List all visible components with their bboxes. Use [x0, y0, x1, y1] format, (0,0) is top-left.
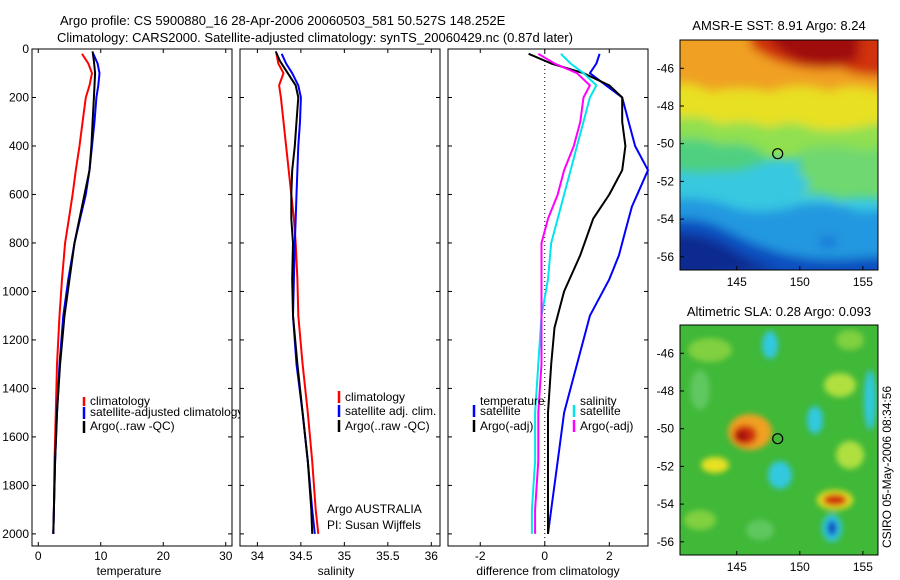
figure-title: Argo profile: CS 5900880_16 28-Apr-2006 …: [60, 13, 506, 28]
y-tick-label: -48: [657, 99, 675, 113]
difference-lines: [528, 52, 649, 535]
y-tick-label: 200: [9, 90, 29, 104]
y-tick-label: 1800: [2, 478, 29, 492]
difference-legend: temperature satellite Argo(-adj) salinit…: [472, 394, 633, 433]
y-tick-label: -56: [657, 250, 675, 264]
y-tick-label: -56: [657, 535, 675, 549]
series-line-salinity-satellite: [530, 53, 598, 534]
legend-label-climatology: climatology: [345, 390, 405, 404]
credit-timestamp: CSIRO 05-May-2006 08:34:56: [880, 386, 894, 548]
temperature-panel: 0 10 20 30 0 200 400 600 800 1000 1200 1400 1600 1800…: [2, 42, 243, 578]
footer-line1: Argo AUSTRALIA: [327, 502, 422, 516]
sst-map-frame: [679, 39, 879, 271]
sst-map-title: AMSR-E SST: 8.91 Argo: 8.24: [692, 18, 865, 33]
salinity-ticks: 34 34.5 35 35.5 36: [240, 48, 440, 563]
legend-label-temp-satellite: satellite: [480, 404, 521, 418]
series-line-argo-raw-qc-: [274, 50, 314, 534]
footer-line2: PI: Susan Wijffels: [327, 518, 421, 532]
sla-map-frame: [679, 324, 879, 556]
legend-title-temperature: temperature: [480, 394, 545, 408]
temperature-xlabel: temperature: [97, 564, 162, 578]
sla-map-title: Altimetric SLA: 0.28 Argo: 0.093: [687, 304, 871, 319]
x-tick-label: 2: [606, 549, 613, 563]
difference-ticks: -2 0 2: [448, 48, 648, 563]
x-tick-label: 34: [251, 549, 265, 563]
sla-map-ticks: 145 150 155 -46 -48 -50 -52 -54 -56: [657, 346, 874, 574]
series-line-climatology: [275, 53, 320, 535]
legend-label-argo: Argo(..raw -QC): [90, 419, 175, 433]
y-tick-label: -52: [657, 174, 675, 188]
y-tick-label: -46: [657, 61, 675, 75]
legend-title-salinity: salinity: [580, 394, 617, 408]
x-tick-label: 0: [541, 549, 548, 563]
series-line-temperature-argo-adj-: [528, 52, 627, 534]
x-tick-label: 145: [727, 560, 747, 574]
temperature-axes: [31, 48, 233, 547]
argo-float-location-marker: [772, 433, 784, 445]
x-tick-label: 30: [219, 549, 233, 563]
sst-map: AMSR-E SST: 8.91 Argo: 8.24 145 150 155 -46…: [657, 18, 879, 289]
legend-label-satellite: satellite adj. clim.: [345, 404, 436, 418]
x-tick-label: 155: [853, 275, 873, 289]
y-tick-label: 600: [9, 187, 29, 201]
y-tick-label: -50: [657, 137, 675, 151]
figure-subtitle: Climatology: CARS2000. Satellite-adjuste…: [57, 30, 573, 45]
y-tick-label: 400: [9, 139, 29, 153]
x-tick-label: 0: [35, 549, 42, 563]
salinity-lines: [274, 50, 320, 535]
difference-panel: -2 0 2 difference from climatology tempera…: [447, 48, 649, 578]
x-tick-label: 150: [790, 275, 810, 289]
legend-label-sal-argo: Argo(-adj): [580, 419, 633, 433]
x-tick-label: 150: [790, 560, 810, 574]
x-tick-label: -2: [475, 549, 486, 563]
x-tick-label: 34.5: [289, 549, 313, 563]
legend-label-argo: Argo(..raw -QC): [345, 419, 430, 433]
y-tick-label: -46: [657, 346, 675, 360]
series-line-climatology: [52, 53, 93, 534]
sst-map-ticks: 145 150 155 -46 -48 -50 -52 -54 -56: [657, 61, 874, 289]
sst-heatmap: [680, 40, 878, 270]
y-tick-label: -48: [657, 384, 675, 398]
y-tick-label: 1000: [2, 284, 29, 298]
y-tick-label: -54: [657, 497, 675, 511]
y-tick-label: -52: [657, 459, 675, 473]
y-tick-label: 1200: [2, 333, 29, 347]
x-tick-label: 20: [157, 549, 171, 563]
difference-xlabel: difference from climatology: [476, 564, 619, 578]
series-line-argo-raw-qc-: [52, 51, 97, 534]
series-line-salinity-argo-adj-: [534, 52, 591, 534]
salinity-xlabel: salinity: [318, 564, 355, 578]
x-tick-label: 36: [425, 549, 439, 563]
y-tick-label: 2000: [2, 527, 29, 541]
argo-float-location-marker: [772, 148, 784, 160]
legend-label-sal-satellite: satellite: [580, 404, 621, 418]
sla-map: Altimetric SLA: 0.28 Argo: 0.093: [657, 304, 879, 574]
y-tick-label: -50: [657, 422, 675, 436]
legend-label-climatology: climatology: [90, 394, 150, 408]
x-tick-label: 145: [727, 275, 747, 289]
temperature-lines: [52, 51, 101, 534]
x-tick-label: 155: [853, 560, 873, 574]
legend-label-temp-argo: Argo(-adj): [480, 419, 533, 433]
salinity-legend: climatology satellite adj. clim. Argo(..…: [337, 390, 436, 433]
y-tick-label: 0: [22, 42, 29, 56]
x-tick-label: 10: [94, 549, 108, 563]
legend-label-satellite: satellite-adjusted climatology: [90, 405, 243, 419]
y-tick-label: -54: [657, 212, 675, 226]
x-tick-label: 35: [338, 549, 352, 563]
salinity-panel: 34 34.5 35 35.5 36 salinity climatology sate…: [239, 48, 441, 578]
temperature-ticks: 0 10 20 30 0 200 400 600 800 1000 1200 1400 1600 1800…: [2, 42, 232, 563]
y-tick-label: 1600: [2, 430, 29, 444]
sla-heatmap: [680, 325, 878, 555]
y-tick-label: 800: [9, 236, 29, 250]
y-tick-label: 1400: [2, 381, 29, 395]
temperature-legend: climatology satellite-adjusted climatolo…: [82, 394, 243, 433]
x-tick-label: 35.5: [376, 549, 400, 563]
salinity-axes: [239, 48, 441, 547]
